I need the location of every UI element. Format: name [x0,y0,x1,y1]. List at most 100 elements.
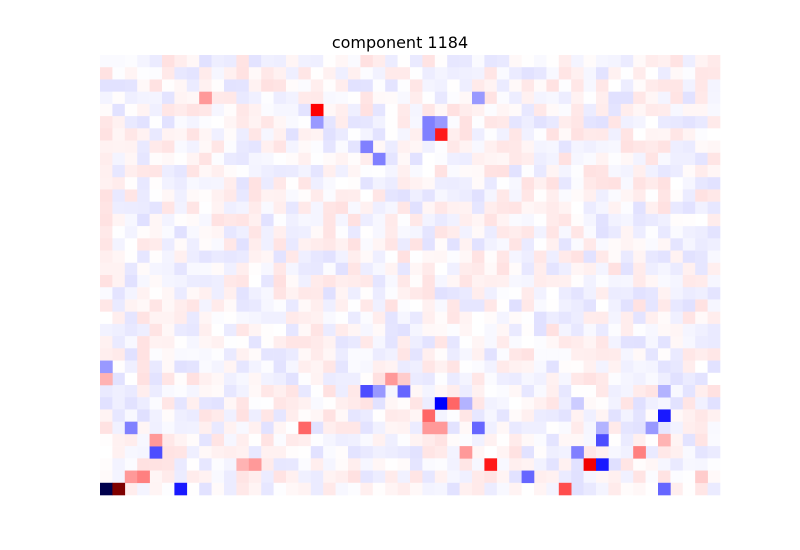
heatmap-noise-cell [633,250,646,264]
heatmap-noise-cell [385,299,398,312]
heatmap-noise-cell [273,323,287,337]
heatmap-noise-cell [286,213,299,227]
heatmap-noise-cell [422,213,436,227]
heatmap-noise-cell [434,336,448,349]
heatmap-noise-cell [410,116,423,129]
heatmap-noise-cell [248,201,262,215]
heatmap-noise-cell [248,238,262,251]
heatmap-noise-cell [273,385,287,398]
heatmap-noise-cell [620,189,634,202]
heatmap-noise-cell [434,152,448,166]
heatmap-noise-cell [323,262,336,276]
heatmap-noise-cell [608,116,622,129]
heatmap-noise-cell [695,348,708,361]
heatmap-noise-cell [372,348,386,361]
heatmap-noise-cell [286,55,299,68]
heatmap-noise-cell [546,79,560,92]
heatmap-noise-cell [534,116,547,129]
heatmap-noise-cell [546,165,560,178]
heatmap-noise-cell [137,67,150,80]
heatmap-noise-cell [447,213,460,227]
heatmap-noise-cell [186,458,200,471]
heatmap-noise-cell [211,287,225,300]
heatmap-noise-cell [124,140,138,154]
heatmap-noise-cell [583,275,597,288]
heatmap-noise-cell [124,55,138,68]
heatmap-noise-cell [124,165,138,178]
heatmap-noise-cell [310,189,324,202]
heatmap-noise-cell [410,323,423,337]
heatmap-noise-cell [434,446,448,459]
heatmap-noise-cell [273,397,287,410]
heatmap-noise-cell [410,262,423,276]
heatmap-noise-cell [459,409,473,422]
heatmap-noise-cell [335,226,349,239]
heatmap-noise-cell [707,55,721,68]
heatmap-noise-cell [633,116,646,129]
heatmap-noise-cell [509,311,522,325]
heatmap-noise-cell [348,323,361,337]
heatmap-noise-cell [248,299,262,312]
heatmap-noise-cell [571,323,584,337]
heatmap-noise-cell [224,79,237,92]
heatmap-noise-cell [397,152,411,166]
heatmap-noise-cell [682,79,696,92]
heatmap-noise-cell [484,116,498,129]
heatmap-noise-cell [682,458,696,471]
heatmap-noise-cell [658,103,671,117]
heatmap-noise-cell [472,79,485,92]
heatmap-noise-cell [137,116,150,129]
heatmap-noise-cell [571,299,584,312]
heatmap-noise-cell [472,103,485,117]
heatmap-noise-cell [298,458,312,471]
heatmap-noise-cell [261,201,274,215]
heatmap-noise-cell [596,323,609,337]
heatmap-noise-cell [509,238,522,251]
heatmap-noise-cell [633,238,646,251]
heatmap-noise-cell [360,336,374,349]
heatmap-noise-cell [137,128,150,141]
heatmap-noise-cell [298,336,312,349]
heatmap-cell [248,458,262,471]
heatmap-noise-cell [124,238,138,251]
heatmap-noise-cell [298,470,312,484]
heatmap-noise-cell [298,275,312,288]
heatmap-noise-cell [372,433,386,447]
heatmap-noise-cell [310,226,324,239]
heatmap-noise-cell [149,275,163,288]
heatmap-noise-cell [459,262,473,276]
heatmap-noise-cell [682,348,696,361]
heatmap-noise-cell [335,128,349,141]
heatmap-noise-cell [558,287,572,300]
heatmap-noise-cell [335,189,349,202]
heatmap-noise-cell [372,262,386,276]
heatmap-noise-cell [459,116,473,129]
heatmap-noise-cell [149,177,163,190]
heatmap-noise-cell [348,397,361,410]
heatmap-noise-cell [459,165,473,178]
heatmap-noise-cell [286,360,299,374]
heatmap-noise-cell [348,470,361,484]
heatmap-noise-cell [211,116,225,129]
heatmap-noise-cell [410,91,423,105]
heatmap-noise-cell [645,79,659,92]
heatmap-noise-cell [273,201,287,215]
heatmap-noise-cell [261,262,274,276]
heatmap-noise-cell [360,372,374,386]
heatmap-noise-cell [149,287,163,300]
heatmap-noise-cell [447,482,460,496]
heatmap-noise-cell [571,213,584,227]
heatmap-noise-cell [422,152,436,166]
heatmap-noise-cell [397,323,411,337]
heatmap-noise-cell [658,421,671,435]
heatmap-noise-cell [558,55,572,68]
heatmap-noise-cell [571,360,584,374]
heatmap-noise-cell [596,165,609,178]
heatmap-noise-cell [310,336,324,349]
heatmap-noise-cell [273,433,287,447]
heatmap-noise-cell [670,299,684,312]
heatmap-noise-cell [521,348,535,361]
heatmap-noise-cell [608,201,622,215]
heatmap-noise-cell [199,446,212,459]
heatmap-noise-cell [149,140,163,154]
